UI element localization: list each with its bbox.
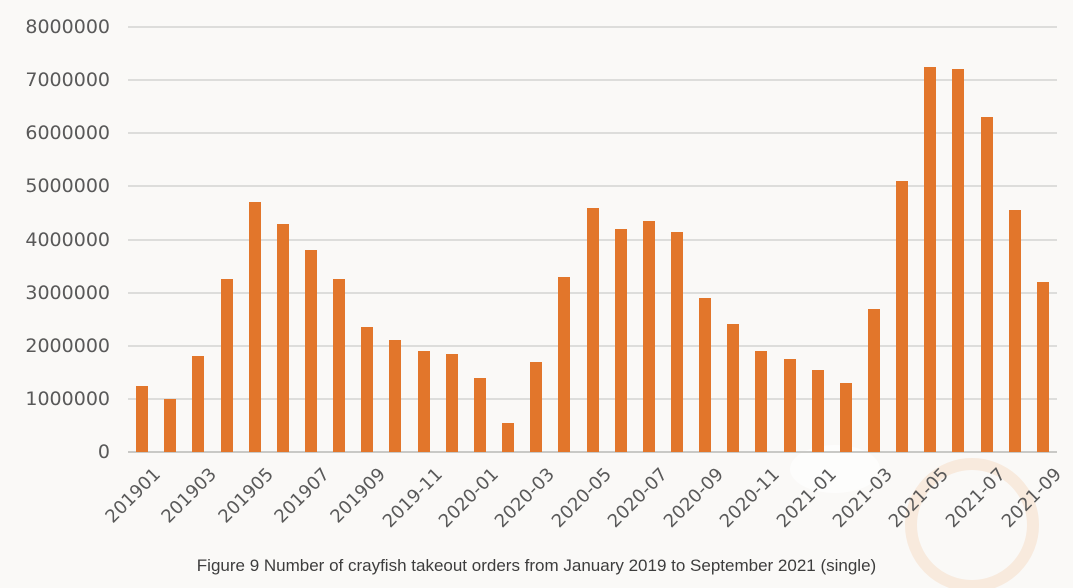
bar-2021-05 bbox=[924, 67, 936, 452]
bar-2019-11 bbox=[418, 351, 430, 452]
x-axis-tick-label: 201905 bbox=[214, 464, 278, 528]
x-axis-tick-label: 2020-01 bbox=[434, 464, 503, 533]
bar-201909 bbox=[361, 327, 373, 452]
bar-201906 bbox=[277, 224, 289, 452]
y-axis-tick-label: 1000000 bbox=[25, 387, 110, 410]
bar-2020-04 bbox=[558, 277, 570, 452]
x-axis-tick-label: 201907 bbox=[270, 464, 334, 528]
y-axis-tick-label: 3000000 bbox=[25, 281, 110, 304]
bar-2020-07 bbox=[643, 221, 655, 452]
bar-2021-06 bbox=[952, 69, 964, 452]
gridline bbox=[128, 26, 1057, 28]
bar-201902 bbox=[164, 399, 176, 452]
bar-2019-12 bbox=[446, 354, 458, 452]
bar-2020-06 bbox=[615, 229, 627, 452]
y-axis-tick-label: 8000000 bbox=[25, 16, 110, 38]
x-axis-tick-label: 2020-03 bbox=[490, 464, 560, 533]
x-axis-tick-label: 2021-09 bbox=[997, 464, 1066, 533]
bar-2020-01 bbox=[474, 378, 486, 452]
x-axis-tick-label: 2020-05 bbox=[547, 464, 616, 533]
bar-2021-09 bbox=[1037, 282, 1049, 452]
bar-2020-10 bbox=[727, 324, 739, 452]
y-axis-tick-label: 4000000 bbox=[25, 228, 110, 251]
bar-2021-04 bbox=[896, 181, 908, 452]
bar-201901 bbox=[136, 386, 148, 452]
bar-2019-10 bbox=[389, 340, 401, 452]
x-axis-tick-label: 2021-01 bbox=[772, 464, 841, 533]
gridline bbox=[128, 132, 1057, 135]
bar-201904 bbox=[221, 279, 233, 452]
x-axis-line bbox=[128, 451, 1057, 453]
bar-2020-03 bbox=[530, 362, 542, 452]
y-axis-tick-label: 6000000 bbox=[25, 122, 110, 145]
figure-caption: Figure 9 Number of crayfish takeout orde… bbox=[196, 556, 877, 575]
gridline bbox=[128, 79, 1057, 82]
bar-2021-03 bbox=[868, 309, 880, 452]
x-axis-tick-label: 201903 bbox=[157, 464, 222, 528]
y-axis-tick-label: 2000000 bbox=[25, 334, 110, 357]
bar-2020-08 bbox=[671, 232, 683, 452]
bar-2020-05 bbox=[587, 208, 599, 452]
x-axis-tick-label: 2021-07 bbox=[941, 464, 1010, 533]
bar-2020-11 bbox=[755, 351, 767, 452]
x-axis-tick-label: 2021-05 bbox=[885, 464, 954, 533]
bar-2020-12 bbox=[784, 359, 796, 452]
x-axis-tick-label: 2020-07 bbox=[603, 464, 672, 533]
bar-201908 bbox=[333, 279, 345, 452]
bar-2021-02 bbox=[840, 383, 852, 452]
gridline bbox=[128, 185, 1057, 188]
bar-2020-02 bbox=[502, 423, 514, 452]
y-axis-tick-label: 5000000 bbox=[25, 175, 110, 198]
x-axis-tick-label: 2019-11 bbox=[378, 464, 447, 533]
bar-201903 bbox=[192, 356, 204, 452]
bar-201907 bbox=[305, 250, 317, 452]
bar-2021-07 bbox=[981, 117, 993, 452]
x-axis-tick-label: 2021-03 bbox=[828, 464, 897, 533]
x-axis-tick-label: 2020-11 bbox=[716, 464, 785, 533]
x-axis-tick-label: 2020-09 bbox=[659, 464, 728, 533]
bar-2020-09 bbox=[699, 298, 711, 452]
bar-201905 bbox=[249, 202, 261, 452]
x-axis-tick-label: 201901 bbox=[101, 464, 165, 528]
y-axis-tick-label: 0 bbox=[97, 441, 110, 463]
bar-2021-01 bbox=[812, 370, 824, 452]
bar-2021-08 bbox=[1009, 210, 1021, 452]
y-axis-tick-label: 7000000 bbox=[25, 69, 110, 92]
